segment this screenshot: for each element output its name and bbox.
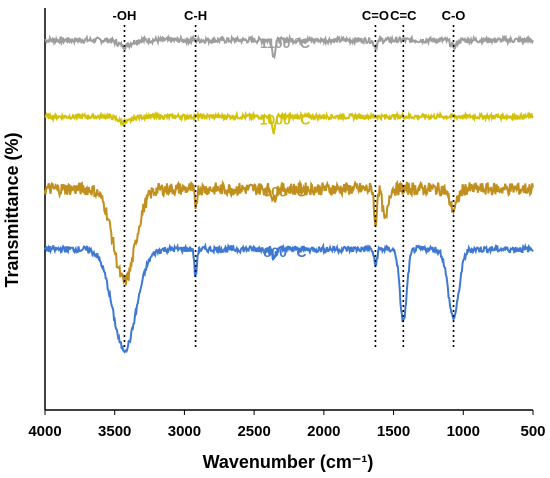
x-tick-label-3500: 3500 bbox=[98, 423, 131, 440]
x-tick-label-2000: 2000 bbox=[307, 423, 340, 440]
x-tick-label-1000: 1000 bbox=[447, 423, 480, 440]
x-tick-label-2500: 2500 bbox=[237, 423, 270, 440]
x-tick-label-4000: 4000 bbox=[28, 423, 61, 440]
x-axis-title: Wavenumber (cm⁻¹) bbox=[203, 452, 374, 472]
peak-labels: -OH C-H C=O C=C C-O bbox=[113, 8, 466, 23]
plot-area bbox=[44, 8, 533, 411]
peak-label-c-o: C-O bbox=[442, 8, 466, 23]
series-line-800-c bbox=[44, 242, 534, 354]
x-tick-label-3000: 3000 bbox=[168, 423, 201, 440]
peak-label-c-o: C=O bbox=[362, 8, 389, 23]
series-line-900-c bbox=[44, 179, 534, 286]
x-tick-label-500: 500 bbox=[520, 423, 545, 440]
peak-label-c-c: C=C bbox=[390, 8, 417, 23]
y-axis-title: Transmittance (%) bbox=[2, 132, 22, 287]
series-line-1000-c bbox=[44, 110, 534, 135]
series-labels: 1100 °C 1000 °C 900 °C 800 °C bbox=[260, 35, 311, 260]
series-label-800-c: 800 °C bbox=[264, 244, 307, 260]
peak-label-c-h: C-H bbox=[184, 8, 207, 23]
x-tick-labels: 4000 3500 3000 2500 2000 1500 1000 500 bbox=[28, 410, 546, 440]
series-line-1100-c bbox=[44, 33, 534, 60]
series-label-1100-c: 1100 °C bbox=[260, 35, 310, 51]
peak-label-oh: -OH bbox=[113, 8, 137, 23]
peak-markers bbox=[123, 25, 455, 348]
series-label-900-c: 900 °C bbox=[264, 184, 307, 200]
x-tick-label-1500: 1500 bbox=[377, 423, 410, 440]
series-label-1000-c: 1000 °C bbox=[260, 111, 311, 127]
series-group bbox=[44, 33, 534, 354]
